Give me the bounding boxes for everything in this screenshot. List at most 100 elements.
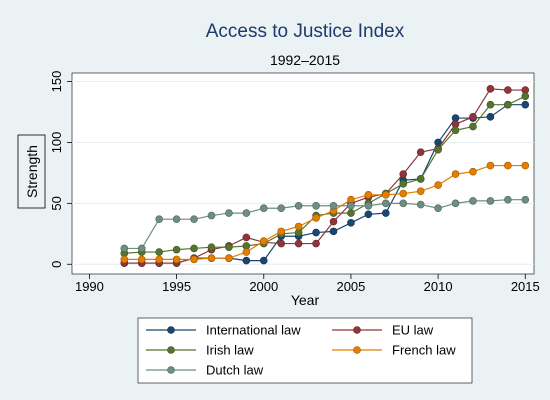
x-tick-label: 2010: [424, 279, 453, 294]
series: [120, 85, 530, 267]
y-tick-label: 50: [49, 196, 64, 210]
data-point-dutch-law: [329, 201, 338, 210]
data-point-french-law: [172, 255, 181, 264]
data-point-french-law: [382, 191, 390, 199]
data-point-french-law: [469, 167, 477, 176]
axes: 0 50 100 150 1990 1995 2000 2005 2010 2015: [49, 71, 540, 294]
data-point-eu-law: [399, 170, 408, 178]
x-axis-label: Year: [291, 292, 320, 308]
data-point-dutch-law: [364, 201, 373, 210]
data-point-dutch-law: [242, 209, 251, 217]
data-point-dutch-law: [399, 199, 408, 208]
data-point-french-law: [242, 248, 251, 256]
data-point-irish-law: [190, 244, 198, 253]
data-point-international-law: [347, 219, 355, 227]
data-point-dutch-law: [382, 199, 390, 208]
data-point-international-law: [312, 228, 320, 237]
data-point-dutch-law: [504, 195, 512, 204]
data-point-french-law: [207, 254, 216, 262]
data-point-french-law: [434, 181, 442, 189]
data-point-irish-law: [172, 245, 181, 254]
data-point-international-law: [382, 209, 390, 217]
x-tick-label: 1990: [75, 279, 104, 294]
data-point-eu-law: [469, 113, 477, 121]
data-point-eu-law: [504, 86, 512, 94]
data-point-irish-law: [207, 243, 216, 251]
data-point-eu-law: [416, 148, 425, 156]
data-point-eu-law: [242, 233, 251, 242]
data-point-french-law: [277, 227, 286, 236]
y-axis-label-box: [17, 134, 46, 209]
data-point-eu-law: [312, 239, 320, 248]
data-point-irish-law: [347, 209, 355, 217]
x-tick-label: 2000: [249, 279, 278, 294]
data-point-dutch-law: [451, 199, 460, 208]
data-point-dutch-law: [294, 201, 303, 210]
data-point-dutch-law: [521, 195, 530, 204]
data-point-irish-law: [451, 126, 460, 135]
data-point-dutch-law: [137, 244, 146, 253]
y-tick-label: 0: [49, 261, 64, 268]
data-point-irish-law: [521, 92, 530, 100]
legend: International law EU law Irish law French l…: [146, 323, 456, 378]
legend-marker-eu-law: [353, 326, 361, 334]
chart-subtitle: 1992–2015: [270, 52, 340, 68]
data-point-french-law: [364, 191, 373, 199]
data-point-dutch-law: [207, 211, 216, 220]
data-point-french-law: [486, 161, 495, 170]
data-point-french-law: [504, 161, 512, 170]
data-point-dutch-law: [277, 204, 286, 213]
data-point-french-law: [259, 237, 268, 245]
data-point-dutch-law: [259, 204, 268, 213]
data-point-dutch-law: [312, 201, 320, 210]
x-tick-label: 1995: [162, 279, 191, 294]
data-point-dutch-law: [172, 215, 181, 223]
data-point-dutch-law: [190, 215, 198, 223]
data-point-french-law: [521, 161, 530, 170]
data-point-irish-law: [486, 100, 495, 109]
data-point-dutch-law: [120, 244, 129, 253]
data-point-french-law: [294, 222, 303, 231]
data-point-irish-law: [504, 100, 512, 109]
data-point-dutch-law: [416, 200, 425, 209]
data-point-french-law: [137, 255, 146, 264]
legend-label-international-law: International law: [206, 323, 301, 338]
data-point-international-law: [329, 227, 338, 236]
data-point-dutch-law: [486, 197, 495, 205]
data-point-international-law: [521, 100, 530, 109]
legend-marker-french-law: [353, 346, 361, 354]
data-point-international-law: [259, 256, 268, 265]
data-point-eu-law: [486, 85, 495, 93]
data-point-french-law: [416, 187, 425, 195]
data-point-french-law: [451, 170, 460, 178]
y-axis-label: Strength: [24, 145, 40, 198]
data-point-dutch-law: [347, 201, 355, 210]
data-point-dutch-law: [434, 204, 442, 213]
data-point-irish-law: [155, 248, 163, 256]
legend-marker-dutch-law: [167, 366, 175, 374]
x-tick-label: 2015: [511, 279, 540, 294]
data-point-international-law: [242, 256, 251, 265]
data-point-international-law: [364, 210, 373, 219]
y-tick-label: 100: [49, 132, 64, 154]
legend-label-french-law: French law: [392, 343, 456, 358]
legend-label-irish-law: Irish law: [206, 343, 254, 358]
data-point-dutch-law: [469, 197, 477, 205]
chart-title: Access to Justice Index: [206, 21, 405, 42]
data-point-french-law: [312, 214, 320, 222]
data-point-irish-law: [416, 175, 425, 183]
data-point-irish-law: [469, 122, 477, 131]
data-point-eu-law: [329, 217, 338, 226]
data-point-french-law: [399, 189, 408, 198]
data-point-eu-law: [294, 239, 303, 248]
y-tick-label: 150: [49, 71, 64, 93]
legend-label-eu-law: EU law: [392, 323, 434, 338]
x-tick-label: 2005: [336, 279, 365, 294]
data-point-french-law: [120, 255, 129, 264]
data-point-international-law: [486, 113, 495, 121]
data-point-irish-law: [434, 145, 442, 154]
data-point-irish-law: [225, 243, 233, 251]
data-point-french-law: [225, 254, 233, 262]
